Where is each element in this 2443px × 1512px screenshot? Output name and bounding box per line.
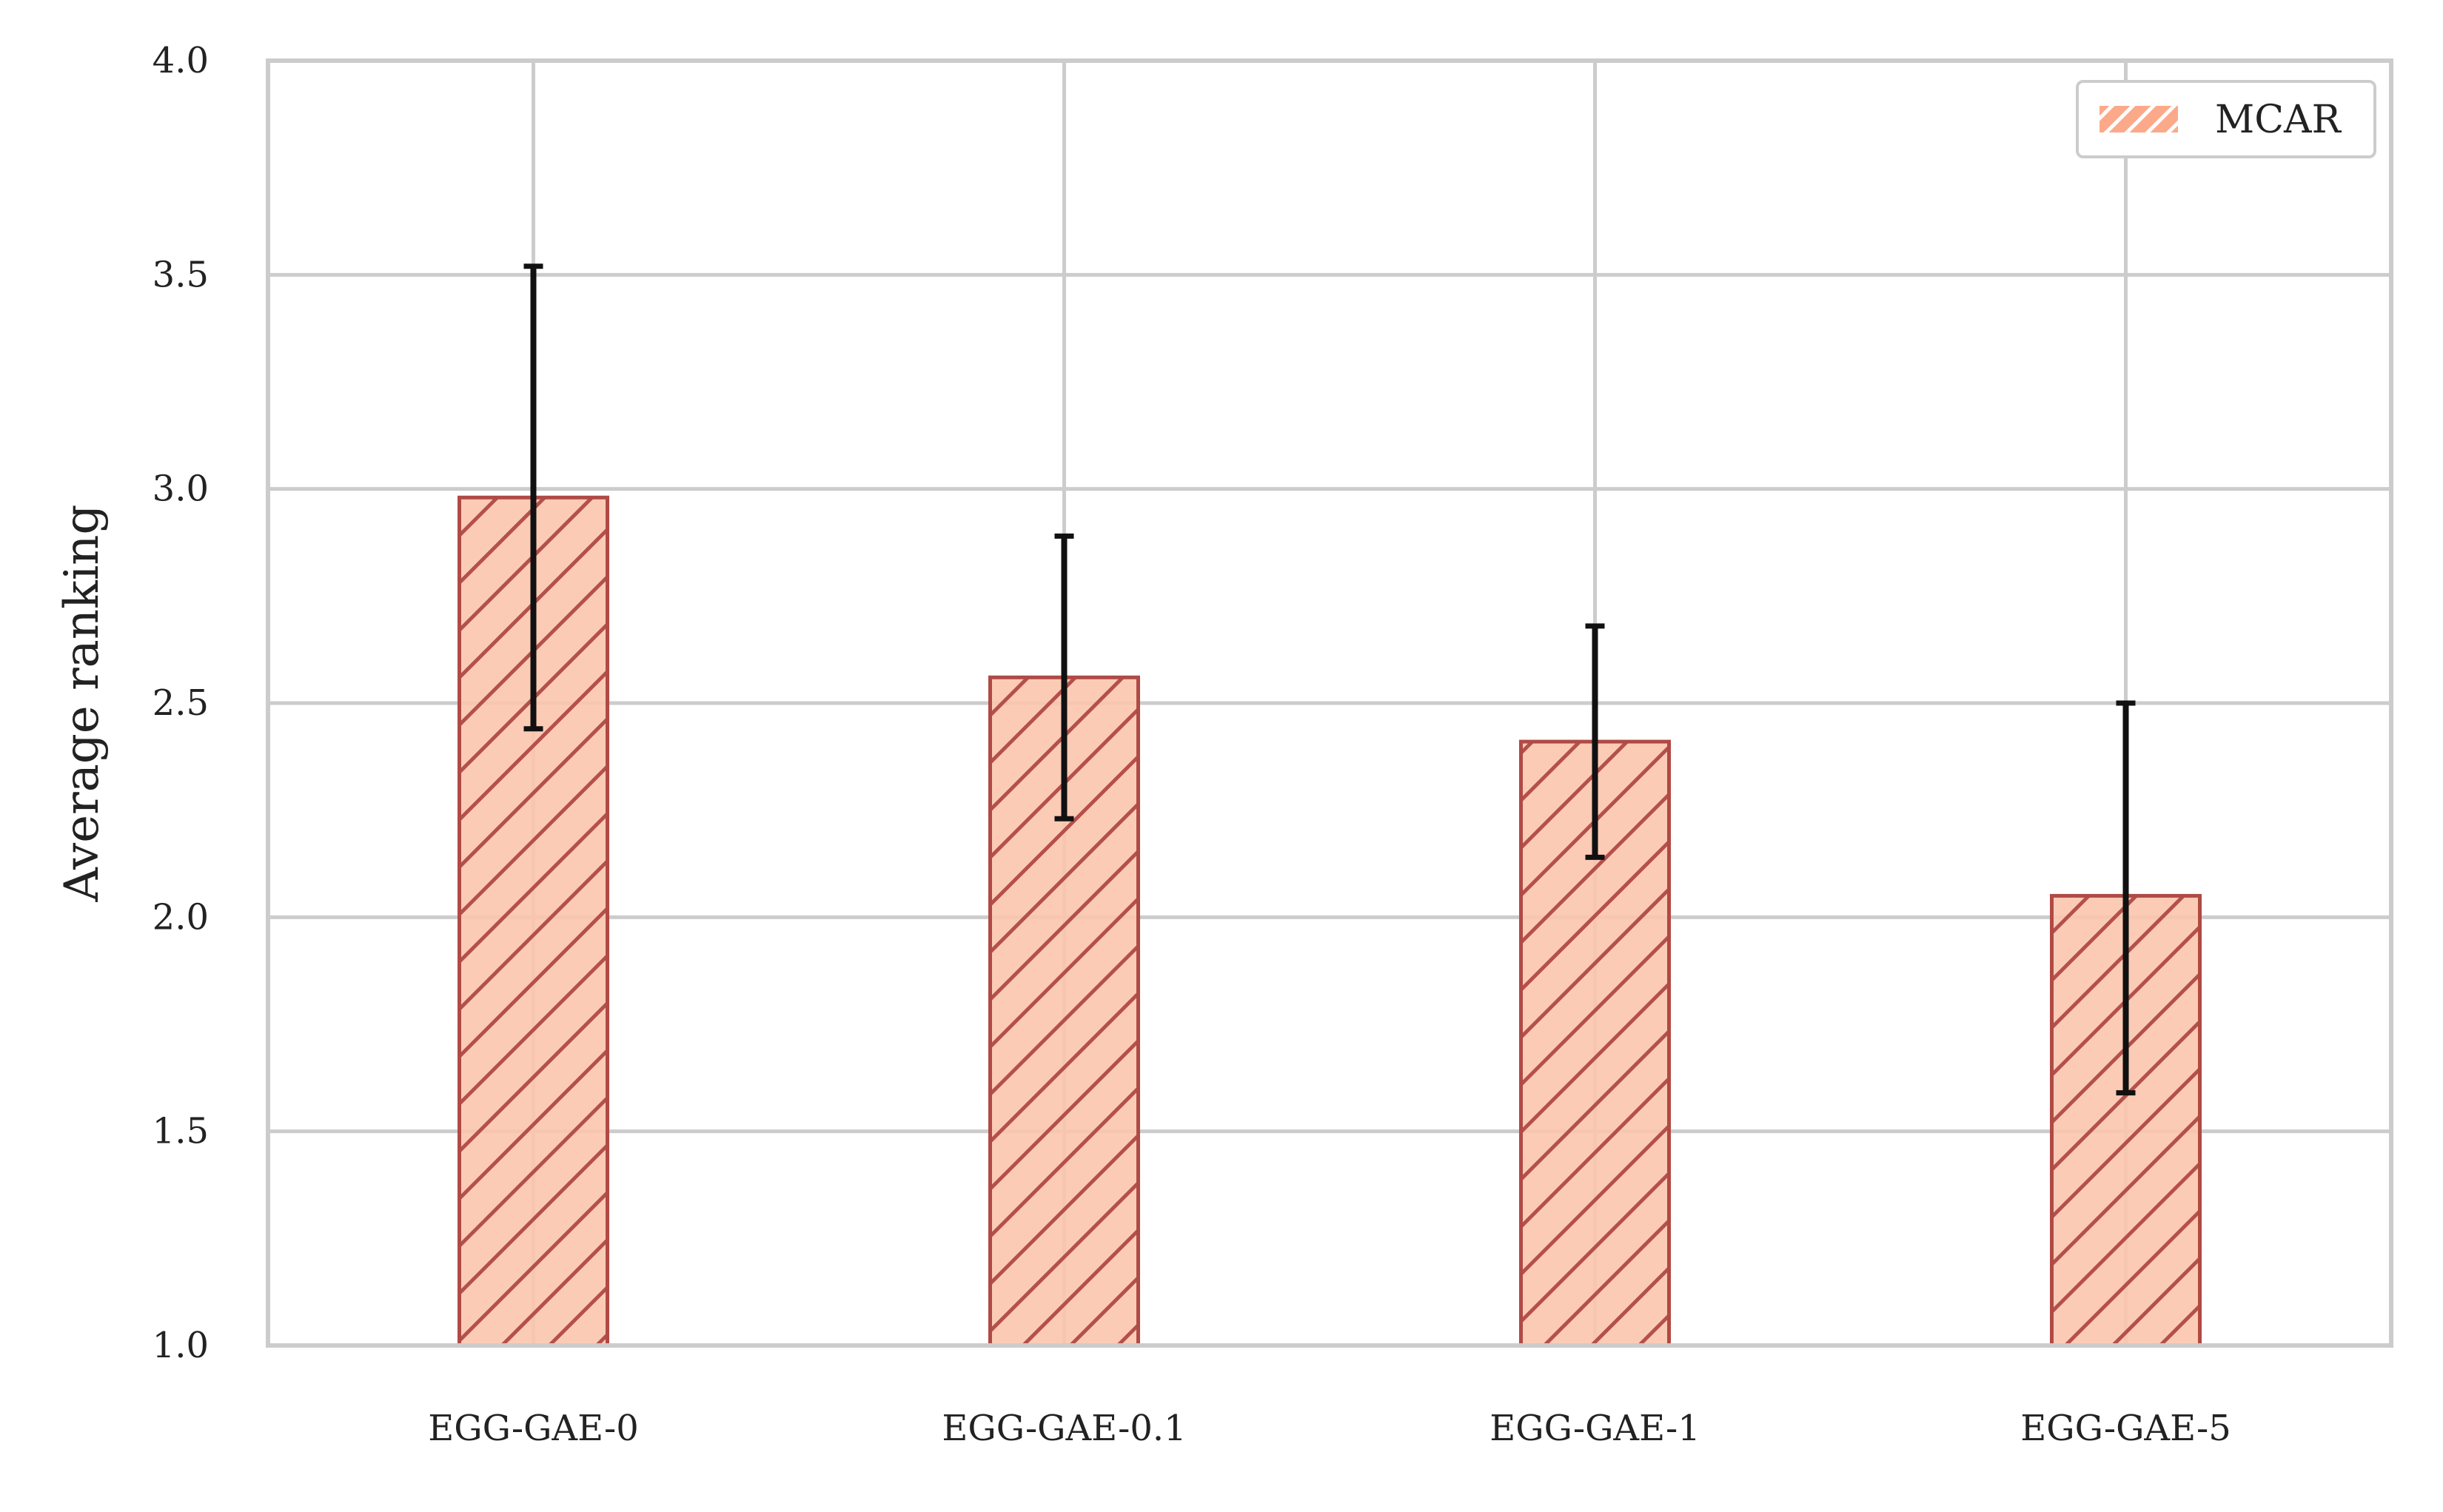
- plot-frame: [266, 58, 2393, 1348]
- legend-patch-hatch: [2099, 106, 2178, 132]
- y-tick-labels: 1.0 1.5 2.0 2.5 3.0 3.5 4.0: [153, 40, 209, 1366]
- error-bar-2: [1585, 623, 1605, 860]
- y-tick-label-1: 1.5: [153, 1111, 209, 1152]
- error-bar-1: [1054, 533, 1074, 821]
- y-tick-label-6: 4.0: [153, 40, 209, 81]
- x-tick-label-3: EGG-GAE-5: [2020, 1408, 2231, 1449]
- bar-0: [458, 495, 609, 1348]
- y-tick-label-2: 2.0: [153, 896, 209, 938]
- x-tick-labels: EGG-GAE-0 EGG-GAE-0.1 EGG-GAE-1 EGG-GAE-5: [428, 1408, 2231, 1449]
- y-axis-label: Average ranking: [55, 505, 110, 903]
- error-bar-0: [523, 263, 543, 732]
- bars: [458, 495, 2202, 1348]
- y-tick-label-5: 3.5: [153, 254, 209, 295]
- error-bar-3: [2116, 700, 2136, 1096]
- legend-box: [2076, 80, 2376, 158]
- y-tick-label-4: 3.0: [153, 468, 209, 510]
- x-tick-label-2: EGG-GAE-1: [1489, 1408, 1700, 1449]
- bar-1: [988, 675, 1140, 1348]
- y-tick-label-0: 1.0: [153, 1325, 209, 1366]
- error-bars: [523, 263, 2136, 1096]
- legend-label-mcar: MCAR: [2215, 98, 2342, 142]
- x-tick-label-1: EGG-GAE-0.1: [942, 1408, 1186, 1449]
- y-tick-label-3: 2.5: [153, 682, 209, 724]
- legend: MCAR: [2076, 80, 2376, 158]
- x-tick-label-0: EGG-GAE-0: [428, 1408, 639, 1449]
